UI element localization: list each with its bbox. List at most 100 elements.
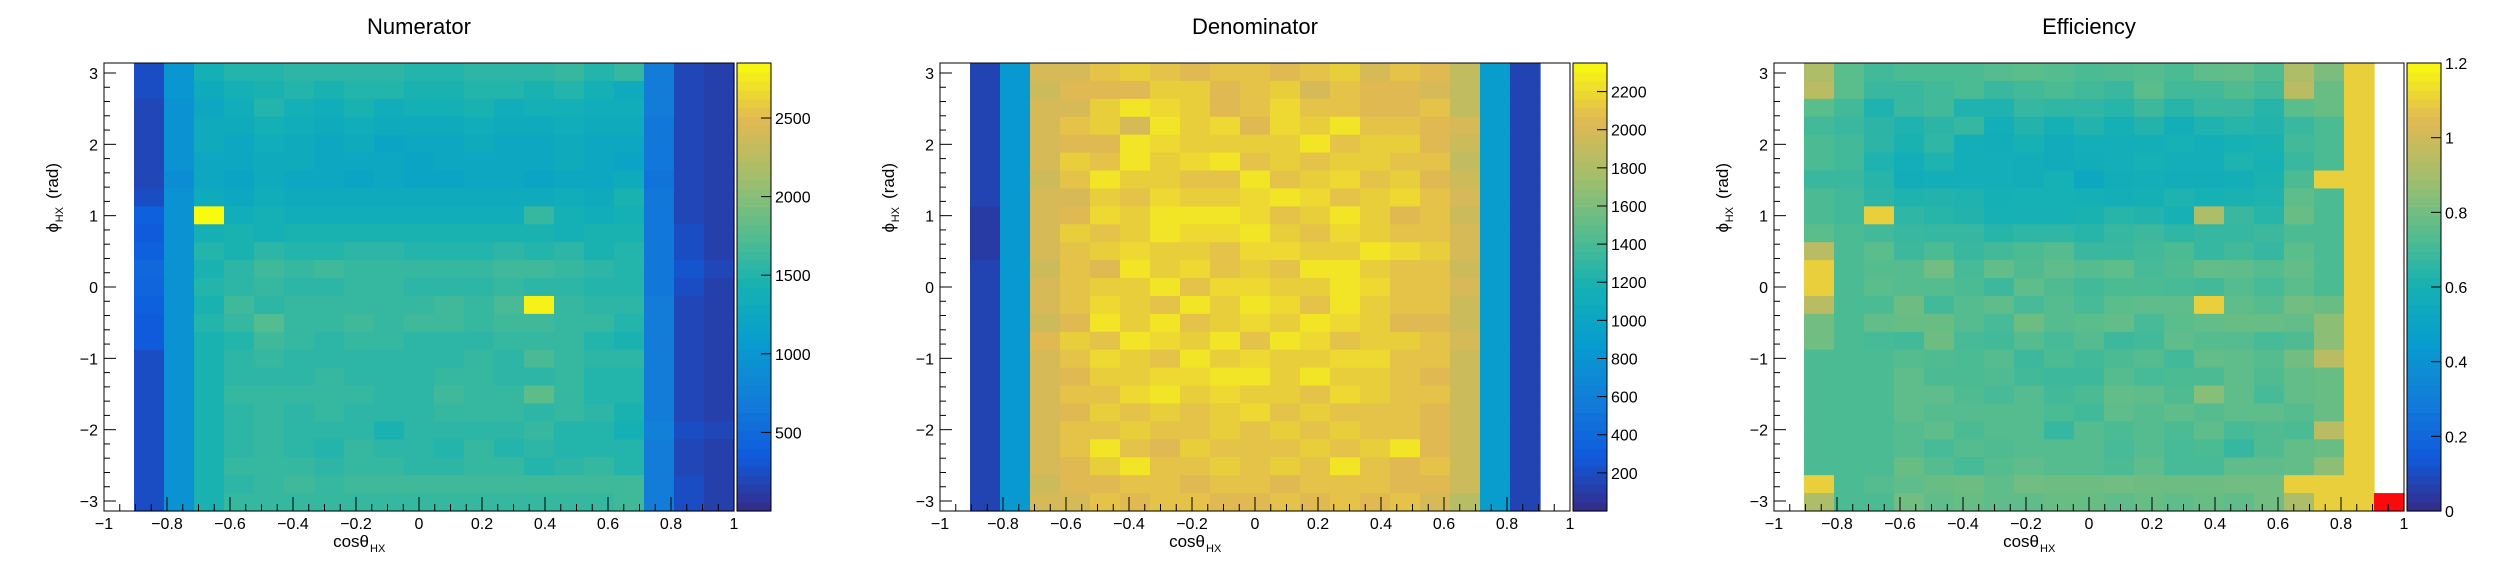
colorbar-tick-label: 200 <box>1611 466 1638 483</box>
heatmap-cell <box>194 170 225 190</box>
heatmap-cell <box>1420 331 1451 351</box>
heatmap-cell <box>1030 152 1061 172</box>
heatmap-cell <box>1300 63 1331 82</box>
heatmap-cell <box>1360 313 1391 333</box>
colorbar-segment <box>2407 233 2441 243</box>
heatmap-cell <box>254 385 285 405</box>
heatmap-cell <box>1180 349 1211 369</box>
heatmap-cell <box>374 206 405 225</box>
heatmap-cell <box>1420 313 1451 333</box>
colorbar-segment <box>737 403 771 414</box>
heatmap-cell <box>1150 385 1181 405</box>
heatmap-cell <box>614 457 645 476</box>
heatmap-cell <box>464 206 495 225</box>
heatmap-cell <box>254 493 285 512</box>
heatmap-cell <box>1510 98 1541 118</box>
heatmap-cell <box>1090 367 1121 387</box>
heatmap-cell <box>1090 260 1121 279</box>
heatmap-cell <box>674 475 705 494</box>
heatmap-cell <box>1210 367 1241 387</box>
heatmap-cell <box>1420 170 1451 190</box>
heatmap-cell <box>1120 421 1151 440</box>
heatmap-cell <box>2044 295 2075 315</box>
colorbar-segment <box>1573 340 1607 351</box>
heatmap-cell <box>314 80 345 100</box>
heatmap-cell <box>1864 385 1895 405</box>
heatmap-cell <box>1300 367 1331 387</box>
heatmap-cell <box>2014 493 2045 512</box>
heatmap-cell <box>2224 170 2255 190</box>
heatmap-cell <box>1984 313 2015 333</box>
heatmap-cell <box>134 134 165 154</box>
heatmap-cell <box>134 313 165 333</box>
colorbar-segment <box>1573 403 1607 414</box>
heatmap-cell <box>2224 313 2255 333</box>
x-tick-label: 1 <box>730 516 739 533</box>
colorbar-segment <box>1573 233 1607 243</box>
heatmap-cell <box>1420 421 1451 440</box>
heatmap-cell <box>970 63 1001 82</box>
heatmap-cell <box>374 98 405 118</box>
heatmap-cell <box>2104 457 2135 476</box>
heatmap-cell <box>2344 152 2375 172</box>
heatmap-cell <box>254 295 285 315</box>
colorbar-segment <box>2407 439 2441 449</box>
heatmap-cell <box>194 475 225 494</box>
heatmap-cell <box>584 349 615 369</box>
y-tick-label: 2 <box>89 137 98 154</box>
heatmap-cell <box>1000 116 1031 136</box>
heatmap-cell <box>1420 403 1451 422</box>
heatmap-cell <box>254 152 285 172</box>
heatmap-cell <box>494 403 525 422</box>
heatmap-cell <box>1270 439 1301 458</box>
colorbar-segment <box>737 367 771 378</box>
heatmap-cell <box>1300 80 1331 100</box>
y-tick-label: 0 <box>89 280 98 297</box>
colorbar-segment <box>737 107 771 118</box>
heatmap-cell <box>1060 63 1091 82</box>
colorbar-segment <box>2407 188 2441 198</box>
heatmap-cell <box>1030 224 1061 243</box>
heatmap-cell <box>2044 493 2075 512</box>
heatmap-cell <box>2164 260 2195 279</box>
x-tick-label: −0.6 <box>1884 516 1916 533</box>
heatmap-cell <box>2164 421 2195 440</box>
heatmap-cell <box>614 331 645 351</box>
heatmap-cell <box>1060 457 1091 476</box>
heatmap-cell <box>2344 260 2375 279</box>
heatmap-cell <box>1480 367 1511 387</box>
heatmap-cell <box>224 457 255 476</box>
heatmap-cell <box>1894 152 1925 172</box>
x-tick-label: 0.2 <box>2141 516 2163 533</box>
heatmap-cell <box>1450 295 1481 315</box>
colorbar-segment <box>2407 260 2441 270</box>
heatmap-cell <box>374 116 405 136</box>
heatmap-cell <box>284 385 315 405</box>
heatmap-cell <box>2194 98 2225 118</box>
heatmap-cell <box>1894 116 1925 136</box>
heatmap-cell <box>1894 134 1925 154</box>
heatmap-cell <box>1894 439 1925 458</box>
heatmap-cell <box>164 98 195 118</box>
heatmap-cell <box>2074 295 2105 315</box>
heatmap-cell <box>1864 331 1895 351</box>
heatmap-cell <box>554 242 585 261</box>
heatmap-cell <box>1180 63 1211 82</box>
y-tick-label: 1 <box>925 209 934 226</box>
heatmap-cell <box>314 206 345 225</box>
colorbar-segment <box>737 152 771 163</box>
heatmap-cell <box>1060 439 1091 458</box>
heatmap-cell <box>1864 206 1895 225</box>
heatmap-cell <box>524 170 555 190</box>
heatmap-cell <box>164 331 195 351</box>
heatmap-cell <box>404 403 435 422</box>
heatmap-cell <box>1210 439 1241 458</box>
heatmap-cell <box>1390 80 1421 100</box>
heatmap-cell <box>674 242 705 261</box>
heatmap-cell <box>2194 63 2225 82</box>
heatmap-cell <box>2254 493 2285 512</box>
heatmap-cell <box>1510 224 1541 243</box>
heatmap-cell <box>2284 63 2315 82</box>
heatmap-cell <box>314 260 345 279</box>
colorbar-segment <box>2407 107 2441 118</box>
